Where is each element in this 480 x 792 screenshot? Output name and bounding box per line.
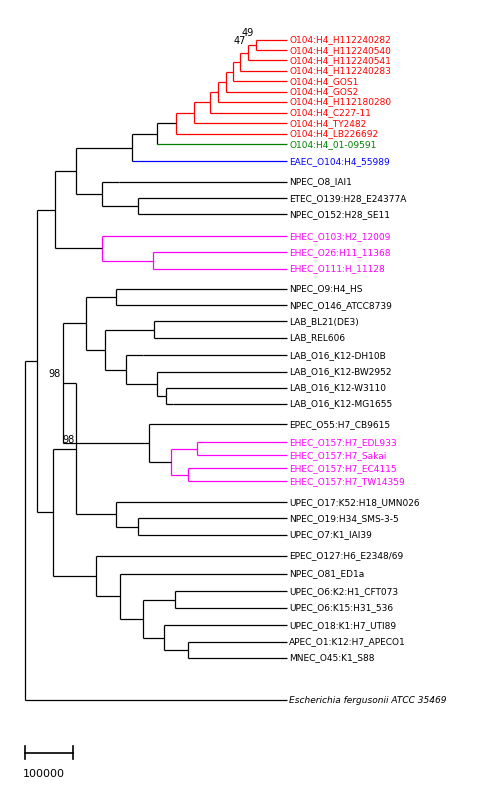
Text: NPEC_O146_ATCC8739: NPEC_O146_ATCC8739	[289, 301, 392, 310]
Text: 100000: 100000	[23, 769, 65, 779]
Text: EHEC_O157:H7_TW14359: EHEC_O157:H7_TW14359	[289, 477, 405, 485]
Text: O104:H4_LB226692: O104:H4_LB226692	[289, 129, 378, 139]
Text: EHEC_O26:H11_11368: EHEC_O26:H11_11368	[289, 248, 391, 257]
Text: UPEC_O7:K1_IAI39: UPEC_O7:K1_IAI39	[289, 530, 372, 539]
Text: O104:H4_H112240540: O104:H4_H112240540	[289, 46, 391, 55]
Text: O104:H4_01-09591: O104:H4_01-09591	[289, 139, 376, 149]
Text: EHEC_O157:H7_EC4115: EHEC_O157:H7_EC4115	[289, 463, 397, 473]
Text: APEC_O1:K12:H7_APECO1: APEC_O1:K12:H7_APECO1	[289, 637, 406, 646]
Text: NPEC_O152:H28_SE11: NPEC_O152:H28_SE11	[289, 210, 390, 219]
Text: O104:H4_GOS1: O104:H4_GOS1	[289, 77, 359, 86]
Text: 47: 47	[234, 36, 246, 46]
Text: EPEC_O55:H7_CB9615: EPEC_O55:H7_CB9615	[289, 420, 390, 429]
Text: NPEC_O19:H34_SMS-3-5: NPEC_O19:H34_SMS-3-5	[289, 514, 399, 523]
Text: LAB_O16_K12-DH10B: LAB_O16_K12-DH10B	[289, 351, 386, 360]
Text: UPEC_O17:K52:H18_UMN026: UPEC_O17:K52:H18_UMN026	[289, 497, 420, 507]
Text: O104:H4_H112180280: O104:H4_H112180280	[289, 97, 391, 107]
Text: NPEC_O81_ED1a: NPEC_O81_ED1a	[289, 569, 364, 578]
Text: O104:H4_GOS2: O104:H4_GOS2	[289, 87, 359, 97]
Text: LAB_O16_K12-W3110: LAB_O16_K12-W3110	[289, 383, 386, 392]
Text: Escherichia fergusonii ATCC 35469: Escherichia fergusonii ATCC 35469	[289, 695, 447, 705]
Text: 98: 98	[62, 435, 74, 445]
Text: EHEC_O157:H7_EDL933: EHEC_O157:H7_EDL933	[289, 438, 397, 447]
Text: O104:H4_TY2482: O104:H4_TY2482	[289, 119, 366, 128]
Text: 98: 98	[48, 369, 60, 379]
Text: LAB_O16_K12-BW2952: LAB_O16_K12-BW2952	[289, 367, 392, 376]
Text: 49: 49	[242, 29, 254, 39]
Text: EHEC_O157:H7_Sakai: EHEC_O157:H7_Sakai	[289, 451, 386, 459]
Text: O104:H4_H112240283: O104:H4_H112240283	[289, 67, 391, 75]
Text: LAB_REL606: LAB_REL606	[289, 333, 345, 342]
Text: UPEC_O6:K15:H31_536: UPEC_O6:K15:H31_536	[289, 604, 393, 612]
Text: MNEC_O45:K1_S88: MNEC_O45:K1_S88	[289, 653, 375, 662]
Text: EAEC_O104:H4_55989: EAEC_O104:H4_55989	[289, 157, 390, 166]
Text: ETEC_O139:H28_E24377A: ETEC_O139:H28_E24377A	[289, 194, 407, 203]
Text: LAB_O16_K12-MG1655: LAB_O16_K12-MG1655	[289, 400, 393, 409]
Text: EPEC_O127:H6_E2348/69: EPEC_O127:H6_E2348/69	[289, 551, 403, 560]
Text: EHEC_O111:H_11128: EHEC_O111:H_11128	[289, 265, 385, 273]
Text: EHEC_O103:H2_12009: EHEC_O103:H2_12009	[289, 232, 391, 241]
Text: O104:H4_H112240282: O104:H4_H112240282	[289, 35, 391, 44]
Text: NPEC_O9:H4_HS: NPEC_O9:H4_HS	[289, 284, 363, 294]
Text: NPEC_O8_IAI1: NPEC_O8_IAI1	[289, 177, 352, 186]
Text: UPEC_O6:K2:H1_CFT073: UPEC_O6:K2:H1_CFT073	[289, 587, 398, 596]
Text: O104:H4_H112240541: O104:H4_H112240541	[289, 56, 391, 65]
Text: UPEC_O18:K1:H7_UTI89: UPEC_O18:K1:H7_UTI89	[289, 621, 396, 630]
Text: O104:H4_C227-11: O104:H4_C227-11	[289, 109, 371, 117]
Text: LAB_BL21(DE3): LAB_BL21(DE3)	[289, 317, 359, 326]
